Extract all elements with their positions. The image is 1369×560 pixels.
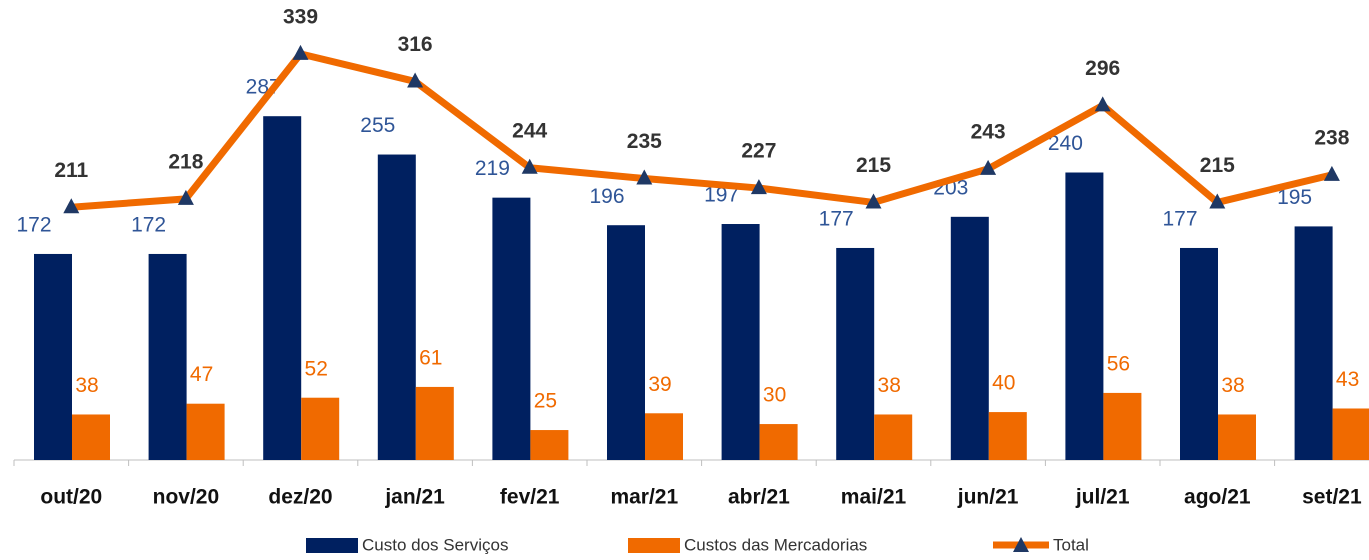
x-tick-label: jan/21	[384, 486, 445, 509]
bar	[759, 424, 798, 460]
value-label: 43	[1336, 368, 1359, 391]
value-label: 296	[1085, 57, 1120, 80]
bar	[1294, 226, 1333, 460]
x-tick-label: jun/21	[957, 486, 1019, 509]
bar	[72, 414, 110, 460]
bar	[415, 386, 454, 460]
value-label: 211	[54, 159, 88, 182]
bar	[1065, 172, 1104, 460]
legend-label: Custos das Mercadorias	[684, 535, 867, 554]
line-marker	[1323, 165, 1340, 181]
legend-marker	[1013, 537, 1029, 552]
line-marker	[292, 44, 309, 60]
value-label: 235	[627, 130, 662, 153]
value-label: 215	[1200, 154, 1235, 177]
value-label: 38	[1221, 374, 1244, 397]
value-label: 227	[741, 140, 776, 163]
bar	[1332, 408, 1369, 460]
value-label: 244	[512, 119, 547, 142]
value-label: 38	[878, 374, 901, 397]
x-tick-label: dez/20	[268, 486, 332, 509]
x-tick-label: abr/21	[728, 486, 790, 509]
x-tick-label: fev/21	[500, 486, 560, 509]
value-label: 38	[75, 374, 98, 397]
line-marker	[1209, 193, 1226, 209]
line-marker	[407, 72, 424, 88]
line-marker	[750, 179, 767, 195]
bar	[607, 225, 645, 460]
bar	[950, 216, 989, 460]
bar	[1180, 247, 1218, 460]
x-tick-label: jul/21	[1075, 486, 1130, 509]
value-label: 177	[1162, 208, 1197, 231]
line-marker	[1094, 96, 1111, 112]
value-label: 215	[856, 154, 891, 177]
line	[71, 50, 1333, 211]
line-marker	[177, 189, 194, 205]
line-marker	[865, 193, 882, 209]
line-marker	[636, 169, 653, 185]
bar	[186, 403, 225, 460]
value-label: 196	[589, 185, 624, 208]
line-marker	[980, 159, 997, 175]
value-label: 316	[398, 33, 433, 56]
value-label: 61	[419, 346, 442, 369]
bar	[874, 414, 913, 460]
x-tick-label: set/21	[1302, 486, 1362, 509]
bar	[836, 247, 875, 460]
value-label: 47	[190, 363, 213, 386]
value-label: 195	[1277, 186, 1312, 209]
x-tick-label: out/20	[40, 486, 102, 509]
value-label: 172	[16, 214, 51, 237]
x-tick-label: mai/21	[841, 486, 907, 509]
value-label: 197	[704, 184, 739, 207]
bar	[148, 253, 187, 460]
line-marker	[521, 158, 538, 174]
bar	[377, 154, 416, 460]
bar	[530, 430, 569, 460]
value-label: 52	[305, 357, 328, 380]
value-label: 172	[131, 214, 166, 237]
value-label: 218	[168, 150, 203, 173]
value-label: 40	[992, 372, 1015, 395]
bar	[34, 253, 72, 460]
value-label: 39	[648, 373, 671, 396]
value-label: 219	[475, 157, 510, 180]
x-tick-label: mar/21	[610, 486, 678, 509]
bar	[1103, 392, 1142, 460]
x-tick-label: nov/20	[153, 486, 220, 509]
bar	[1218, 414, 1256, 460]
x-tick-label: ago/21	[1184, 486, 1251, 509]
value-label: 30	[763, 384, 786, 407]
bar	[301, 397, 340, 460]
value-label: 177	[819, 208, 854, 231]
value-label: 339	[283, 5, 318, 28]
value-label: 56	[1107, 352, 1130, 375]
legend-label: Custo dos Serviços	[362, 535, 508, 554]
bar	[645, 413, 683, 460]
bar	[988, 412, 1027, 460]
legend-label: Total	[1053, 535, 1089, 554]
value-label: 255	[360, 114, 395, 137]
value-label: 25	[534, 390, 557, 413]
bar	[721, 224, 760, 460]
legend-swatch	[628, 538, 680, 553]
value-label: 240	[1048, 132, 1083, 155]
value-label: 243	[971, 120, 1006, 143]
line-marker	[63, 198, 80, 214]
legend-swatch	[306, 538, 358, 553]
bar	[263, 116, 302, 461]
value-label: 238	[1314, 126, 1349, 149]
bar	[492, 197, 531, 460]
